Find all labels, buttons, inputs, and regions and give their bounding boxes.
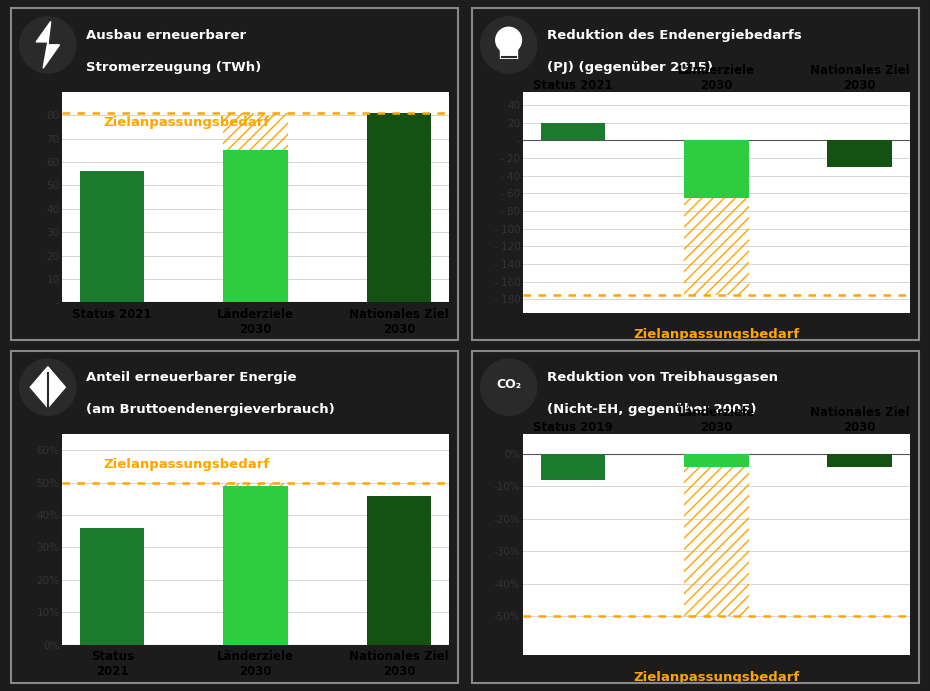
Circle shape xyxy=(481,359,537,415)
Text: Reduktion des Endenergiebedarfs: Reduktion des Endenergiebedarfs xyxy=(547,29,802,41)
Text: CO₂: CO₂ xyxy=(496,378,521,391)
Text: Zielanpassungsbedarf: Zielanpassungsbedarf xyxy=(103,458,270,471)
Bar xyxy=(366,495,432,645)
Text: (Nicht-EH, gegenüber 2005): (Nicht-EH, gegenüber 2005) xyxy=(547,404,757,416)
Text: Länderziele
2030: Länderziele 2030 xyxy=(678,406,755,434)
Text: Nationales Ziel
2030: Nationales Ziel 2030 xyxy=(810,64,910,92)
Bar xyxy=(684,453,749,466)
Text: Anteil erneuerbarer Energie: Anteil erneuerbarer Energie xyxy=(86,371,297,384)
Text: Zielanpassungsbedarf: Zielanpassungsbedarf xyxy=(633,328,800,341)
Bar xyxy=(223,113,287,150)
Bar xyxy=(223,486,287,645)
Bar xyxy=(828,453,892,466)
Text: Zielanpassungsbedarf: Zielanpassungsbedarf xyxy=(103,116,270,129)
Bar xyxy=(540,122,605,140)
Bar xyxy=(80,171,144,303)
Circle shape xyxy=(496,27,522,53)
Bar xyxy=(684,140,749,198)
Text: Status 2021: Status 2021 xyxy=(533,79,613,92)
Bar xyxy=(828,140,892,167)
Bar xyxy=(223,483,287,486)
Text: Ausbau erneuerbarer: Ausbau erneuerbarer xyxy=(86,29,246,41)
Text: (PJ) (gegenüber 2015): (PJ) (gegenüber 2015) xyxy=(547,61,713,74)
Circle shape xyxy=(20,359,76,415)
Text: Reduktion von Treibhausgasen: Reduktion von Treibhausgasen xyxy=(547,371,778,384)
Bar xyxy=(540,453,605,480)
Polygon shape xyxy=(36,21,60,68)
Bar xyxy=(684,466,749,616)
Polygon shape xyxy=(31,367,65,408)
Bar xyxy=(684,198,749,295)
Text: Länderziele
2030: Länderziele 2030 xyxy=(678,64,755,92)
Bar xyxy=(80,528,144,645)
Text: Status 2019: Status 2019 xyxy=(533,421,613,434)
Text: Zielanpassungsbedarf: Zielanpassungsbedarf xyxy=(633,670,800,683)
Bar xyxy=(500,48,517,57)
Text: (am Bruttoendenergieverbrauch): (am Bruttoendenergieverbrauch) xyxy=(86,404,335,416)
Bar xyxy=(366,113,432,303)
Bar xyxy=(223,150,287,303)
Text: Nationales Ziel
2030: Nationales Ziel 2030 xyxy=(810,406,910,434)
Circle shape xyxy=(20,17,76,73)
Circle shape xyxy=(481,17,537,73)
Text: Stromerzeugung (TWh): Stromerzeugung (TWh) xyxy=(86,61,261,74)
